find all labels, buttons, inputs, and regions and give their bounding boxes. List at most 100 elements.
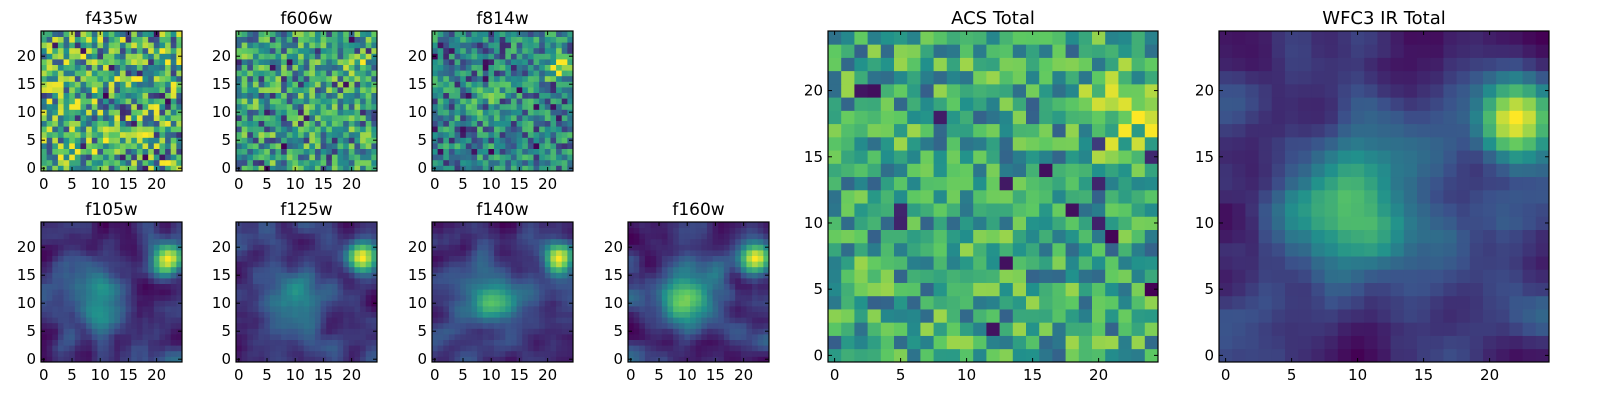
heatmap-cell	[281, 154, 288, 161]
heatmap-cell	[281, 356, 288, 363]
heatmap-cell	[510, 345, 517, 352]
heatmap-cell	[567, 143, 574, 149]
y-tick-label: 10	[212, 103, 231, 121]
heatmap-cell	[673, 345, 680, 352]
heatmap-cell	[148, 345, 155, 352]
heatmap-cell	[460, 143, 467, 149]
heatmap-cell	[488, 159, 495, 166]
heatmap-cell	[505, 165, 512, 172]
heatmap-cell	[86, 59, 93, 65]
heatmap-cell	[258, 222, 265, 228]
heatmap-cell	[86, 131, 93, 138]
heatmap-cell	[247, 109, 254, 116]
heatmap-cell	[522, 289, 529, 296]
heatmap-cell	[57, 115, 64, 121]
heatmap-cell	[63, 47, 70, 54]
heatmap-cell	[561, 131, 568, 138]
heatmap-cell	[960, 309, 974, 323]
heatmap-cell	[354, 36, 361, 43]
heatmap-cell	[561, 233, 568, 240]
heatmap-cell	[561, 92, 568, 99]
heatmap-cell	[539, 328, 546, 335]
heatmap-cell	[1052, 295, 1066, 310]
heatmap-cell	[510, 278, 517, 284]
heatmap-cell	[561, 272, 568, 279]
heatmap-cell	[80, 98, 87, 105]
heatmap-cell	[286, 137, 293, 144]
heatmap-cell	[763, 255, 770, 262]
heatmap-cell	[723, 317, 730, 324]
heatmap-cell	[97, 328, 104, 335]
heatmap-cell	[499, 294, 506, 301]
heatmap-cell	[946, 335, 961, 350]
heatmap-cell	[684, 294, 691, 301]
heatmap-cell	[258, 120, 265, 127]
heatmap-cell	[763, 289, 770, 296]
heatmap-cell	[639, 261, 646, 268]
heatmap-cell	[718, 311, 725, 318]
heatmap-cell	[539, 59, 546, 65]
heatmap-cell	[1012, 242, 1027, 257]
heatmap-cell	[639, 250, 646, 256]
heatmap-cell	[567, 334, 574, 340]
heatmap-cell	[1092, 269, 1106, 283]
heatmap-cell	[718, 334, 725, 340]
heatmap-cell	[933, 189, 948, 204]
heatmap-cell	[286, 317, 293, 324]
heatmap-cell	[281, 250, 288, 256]
heatmap-cell	[142, 289, 149, 296]
heatmap-cell	[119, 42, 126, 49]
heatmap-cell	[471, 143, 478, 149]
heatmap-cell	[159, 36, 166, 43]
heatmap-cell	[337, 126, 344, 133]
heatmap-cell	[488, 322, 495, 329]
heatmap-cell	[159, 289, 166, 296]
heatmap-cell	[258, 165, 265, 172]
heatmap-cell	[723, 345, 730, 352]
heatmap-cell	[142, 255, 149, 262]
heatmap-cell	[477, 81, 484, 88]
heatmap-cell	[91, 294, 98, 301]
heatmap-cell	[539, 120, 546, 127]
heatmap-cell	[125, 322, 132, 329]
heatmap-cell	[97, 98, 104, 105]
heatmap-cell	[527, 261, 534, 268]
heatmap-cell	[673, 300, 680, 307]
heatmap-cell	[269, 322, 276, 329]
y-tick-label: 5	[417, 322, 427, 340]
heatmap-cell	[131, 148, 138, 155]
heatmap-cell	[561, 294, 568, 301]
heatmap-cell	[326, 222, 333, 228]
heatmap-cell	[337, 278, 344, 284]
heatmap-cell	[718, 233, 725, 240]
heatmap-cell	[522, 261, 529, 268]
heatmap-cell	[701, 322, 708, 329]
heatmap-cell	[561, 311, 568, 318]
heatmap-cell	[1012, 269, 1027, 283]
heatmap-cell	[522, 322, 529, 329]
heatmap-cell	[320, 75, 327, 82]
heatmap-cell	[477, 59, 484, 65]
heatmap-cell	[735, 334, 742, 340]
heatmap-cell	[644, 356, 651, 363]
heatmap-cell	[159, 75, 166, 82]
heatmap-cell	[97, 36, 104, 43]
heatmap-cell	[176, 278, 183, 284]
heatmap-cell	[712, 322, 719, 329]
heatmap-cell	[454, 294, 461, 301]
heatmap-cell	[298, 222, 305, 228]
heatmap-cell	[718, 328, 725, 335]
heatmap-cell	[269, 36, 276, 43]
heatmap-cell	[360, 42, 367, 49]
heatmap-cell	[544, 339, 551, 346]
heatmap-cell	[757, 266, 764, 273]
heatmap-cell	[706, 222, 713, 228]
heatmap-cell	[314, 154, 321, 161]
y-tick-label: 0	[26, 350, 36, 368]
heatmap-cell	[1105, 295, 1119, 310]
heatmap-cell	[550, 148, 557, 155]
heatmap-cell	[41, 75, 48, 82]
heatmap-cell	[667, 322, 674, 329]
heatmap-cell	[52, 109, 59, 116]
heatmap-cell	[712, 266, 719, 273]
